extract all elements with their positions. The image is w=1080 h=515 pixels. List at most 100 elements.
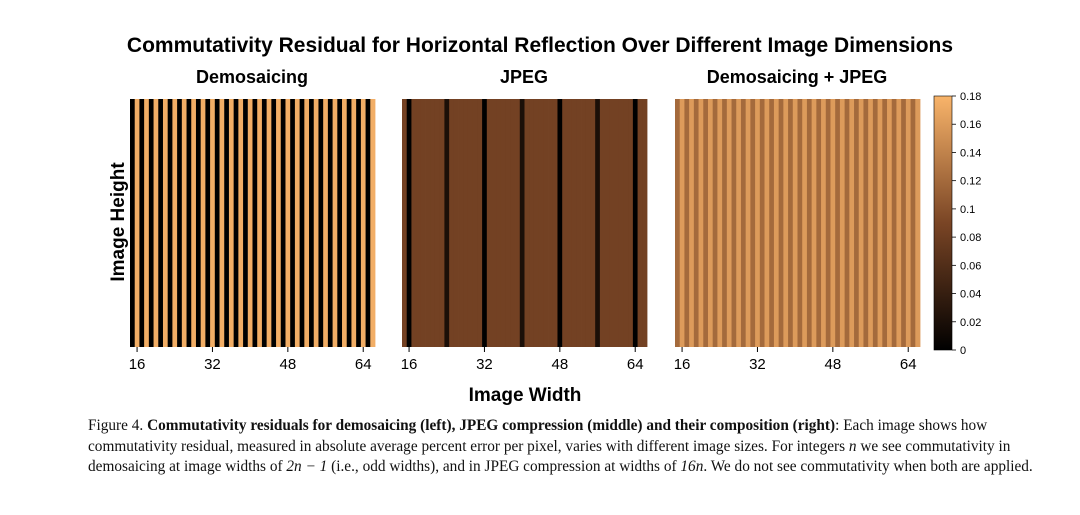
- heatmap-column: [872, 99, 878, 347]
- heatmap-column: [877, 99, 883, 347]
- x-tick-label: 48: [279, 356, 296, 373]
- figure-plot: Demosaicing JPEG Demosaicing + JPEG 16 32…: [108, 67, 981, 406]
- heatmap-column: [618, 99, 624, 347]
- heatmap-column: [745, 99, 751, 347]
- heatmap-column: [750, 99, 756, 347]
- heatmap-column: [623, 99, 629, 347]
- heatmap-column: [402, 99, 408, 347]
- heatmap-column: [566, 99, 573, 347]
- heatmap-column: [228, 99, 235, 347]
- caption-bold: Commutativity residuals for demosaicing …: [147, 417, 836, 434]
- colorbar-tick-label: 0.12: [960, 176, 981, 188]
- heatmap-column: [356, 99, 362, 347]
- heatmap-column: [430, 99, 436, 347]
- heatmap-column: [139, 99, 145, 347]
- x-axis-label: Image Width: [469, 385, 582, 406]
- y-axis-label: Image Height: [108, 162, 129, 282]
- heatmap-column: [759, 99, 765, 347]
- heatmap-column: [698, 99, 704, 347]
- x-tick-label: 64: [900, 356, 917, 373]
- panel-title-demosaicing: Demosaicing: [196, 67, 308, 87]
- heatmap-column: [844, 99, 850, 347]
- heatmap-column: [477, 99, 483, 347]
- x-tick-label: 64: [627, 356, 644, 373]
- heatmap-column: [802, 99, 808, 347]
- heatmap-column: [637, 99, 643, 347]
- heatmap-column: [323, 99, 329, 347]
- heatmap-column: [181, 99, 187, 347]
- x-ticks-jpeg: 16 32 48 64: [401, 347, 644, 373]
- heatmap-demosaicing-jpeg: [675, 99, 921, 347]
- colorbar-tick-label: 0.16: [960, 119, 981, 131]
- x-tick-label: 48: [551, 356, 568, 373]
- heatmap-column: [703, 99, 709, 347]
- heatmap-column: [524, 99, 530, 347]
- heatmap-column: [736, 99, 742, 347]
- heatmap-column: [858, 99, 864, 347]
- heatmap-column: [144, 99, 150, 347]
- heatmap-column: [769, 99, 775, 347]
- heatmap-jpeg: [402, 99, 648, 347]
- figure-title: Commutativity Residual for Horizontal Re…: [126, 34, 954, 57]
- heatmap-column: [153, 99, 159, 347]
- heatmap-column: [764, 99, 770, 347]
- heatmap-column: [472, 99, 478, 347]
- heatmap-column: [642, 99, 648, 347]
- heatmap-column: [510, 99, 516, 347]
- x-tick-label: 16: [674, 356, 691, 373]
- heatmap-column: [797, 99, 803, 347]
- heatmap-column: [406, 99, 412, 347]
- x-tick-label: 32: [204, 356, 221, 373]
- heatmap-column: [684, 99, 690, 347]
- heatmap-column: [434, 99, 441, 347]
- heatmap-column: [863, 99, 869, 347]
- heatmap-column: [712, 99, 718, 347]
- heatmap-column: [158, 99, 164, 347]
- heatmap-column: [148, 99, 154, 347]
- panel-title-demosaicing-jpeg: Demosaicing + JPEG: [707, 67, 888, 87]
- colorbar-tick-label: 0.04: [960, 289, 981, 301]
- heatmap-column: [271, 99, 277, 347]
- caption-label: Figure 4.: [88, 417, 144, 434]
- x-tick-label: 16: [401, 356, 418, 373]
- x-ticks-demosaicing-jpeg: 16 32 48 64: [674, 347, 917, 373]
- heatmap-column: [130, 99, 136, 347]
- heatmap-column: [788, 99, 794, 347]
- heatmap-column: [342, 99, 348, 347]
- heatmap-column: [722, 99, 728, 347]
- heatmap-column: [868, 99, 874, 347]
- caption-text-4: . We do not see commutativity when both …: [703, 458, 1033, 475]
- heatmap-column: [590, 99, 596, 347]
- heatmap-column: [614, 99, 620, 347]
- heatmap-column: [205, 99, 211, 347]
- heatmap-column: [783, 99, 789, 347]
- colorbar-tick-label: 0.02: [960, 317, 981, 329]
- x-tick-label: 32: [749, 356, 766, 373]
- heatmap-column: [693, 99, 699, 347]
- heatmap-column: [290, 99, 296, 347]
- x-tick-label: 48: [824, 356, 841, 373]
- heatmap-column: [177, 99, 183, 347]
- heatmap-column: [576, 99, 582, 347]
- heatmap-column: [581, 99, 587, 347]
- heatmap-column: [821, 99, 827, 347]
- heatmap-column: [557, 99, 563, 347]
- heatmap-column: [219, 99, 225, 347]
- caption-expr-2: 16n: [680, 458, 704, 475]
- heatmap-column: [811, 99, 817, 347]
- heatmap-column: [257, 99, 263, 347]
- heatmap-column: [571, 99, 577, 347]
- heatmap-column: [891, 99, 897, 347]
- heatmap-column: [896, 99, 902, 347]
- heatmap-column: [304, 99, 310, 347]
- x-tick-label: 64: [355, 356, 372, 373]
- heatmap-column: [327, 99, 333, 347]
- heatmap-column: [266, 99, 272, 347]
- heatmap-column: [905, 99, 911, 347]
- heatmap-column: [679, 99, 685, 347]
- heatmap-column: [458, 99, 464, 347]
- heatmap-column: [604, 99, 610, 347]
- heatmap-column: [482, 99, 488, 347]
- heatmap-column: [543, 99, 549, 347]
- heatmap-column: [439, 99, 445, 347]
